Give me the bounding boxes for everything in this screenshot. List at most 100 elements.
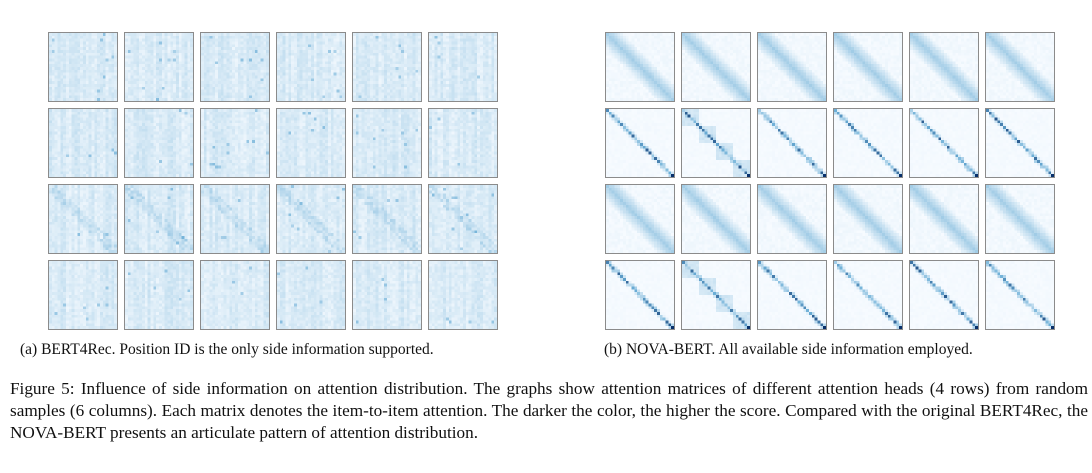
attention-heatmap <box>49 261 117 329</box>
attention-matrix <box>681 32 751 102</box>
subcaption-nova-bert: (b) NOVA-BERT. All available side inform… <box>604 341 973 358</box>
attention-matrix <box>681 184 751 254</box>
attention-heatmap <box>682 33 750 101</box>
attention-matrix <box>124 184 194 254</box>
attention-matrix <box>757 260 827 330</box>
attention-matrix <box>48 184 118 254</box>
attention-matrix <box>757 184 827 254</box>
attention-heatmap <box>201 261 269 329</box>
attention-matrix <box>352 184 422 254</box>
attention-grid-bert4rec <box>48 32 498 330</box>
attention-matrix <box>200 184 270 254</box>
attention-heatmap <box>429 109 497 177</box>
attention-heatmap <box>758 33 826 101</box>
attention-heatmap <box>353 185 421 253</box>
attention-matrix <box>833 32 903 102</box>
attention-heatmap <box>429 261 497 329</box>
attention-heatmap <box>606 261 674 329</box>
attention-heatmap <box>353 261 421 329</box>
attention-grid-nova-bert <box>605 32 1055 330</box>
attention-matrix <box>276 108 346 178</box>
attention-heatmap <box>277 261 345 329</box>
attention-matrix <box>681 108 751 178</box>
attention-matrix <box>276 184 346 254</box>
attention-heatmap <box>910 109 978 177</box>
attention-heatmap <box>910 33 978 101</box>
attention-matrix <box>605 32 675 102</box>
attention-heatmap <box>606 109 674 177</box>
attention-heatmap <box>201 185 269 253</box>
attention-matrix <box>605 108 675 178</box>
attention-matrix <box>909 108 979 178</box>
attention-matrix <box>833 108 903 178</box>
attention-matrix <box>352 32 422 102</box>
panel-bert4rec <box>48 32 498 330</box>
attention-matrix <box>48 32 118 102</box>
attention-heatmap <box>986 109 1054 177</box>
attention-matrix <box>985 108 1055 178</box>
attention-heatmap <box>986 261 1054 329</box>
attention-heatmap <box>49 109 117 177</box>
attention-matrix <box>428 184 498 254</box>
attention-matrix <box>605 260 675 330</box>
attention-heatmap <box>834 33 902 101</box>
attention-heatmap <box>834 261 902 329</box>
attention-matrix <box>276 32 346 102</box>
attention-matrix <box>428 108 498 178</box>
subcaption-bert4rec: (a) BERT4Rec. Position ID is the only si… <box>20 341 434 358</box>
attention-matrix <box>428 260 498 330</box>
attention-matrix <box>48 260 118 330</box>
attention-matrix <box>124 108 194 178</box>
attention-heatmap <box>277 33 345 101</box>
attention-matrix <box>757 32 827 102</box>
attention-matrix <box>124 32 194 102</box>
attention-heatmap <box>682 261 750 329</box>
attention-heatmap <box>125 185 193 253</box>
attention-heatmap <box>201 33 269 101</box>
attention-heatmap <box>834 185 902 253</box>
attention-matrix <box>352 108 422 178</box>
attention-heatmap <box>353 109 421 177</box>
attention-heatmap <box>910 261 978 329</box>
attention-heatmap <box>49 33 117 101</box>
attention-matrix <box>985 184 1055 254</box>
attention-matrix <box>124 260 194 330</box>
attention-heatmap <box>682 109 750 177</box>
attention-heatmap <box>910 185 978 253</box>
attention-heatmap <box>834 109 902 177</box>
attention-heatmap <box>125 33 193 101</box>
attention-matrix <box>833 260 903 330</box>
attention-matrix <box>985 32 1055 102</box>
attention-matrix <box>200 108 270 178</box>
attention-matrix <box>352 260 422 330</box>
attention-heatmap <box>277 109 345 177</box>
attention-matrix <box>909 184 979 254</box>
attention-heatmap <box>986 33 1054 101</box>
attention-matrix <box>428 32 498 102</box>
attention-matrix <box>833 184 903 254</box>
attention-heatmap <box>429 33 497 101</box>
attention-heatmap <box>606 185 674 253</box>
attention-heatmap <box>125 261 193 329</box>
attention-matrix <box>909 32 979 102</box>
attention-heatmap <box>125 109 193 177</box>
attention-matrix <box>985 260 1055 330</box>
attention-matrix <box>909 260 979 330</box>
attention-heatmap <box>986 185 1054 253</box>
attention-matrix <box>276 260 346 330</box>
figure-caption: Figure 5: Influence of side information … <box>10 379 1088 442</box>
attention-matrix <box>681 260 751 330</box>
attention-heatmap <box>49 185 117 253</box>
attention-matrix <box>757 108 827 178</box>
attention-heatmap <box>758 261 826 329</box>
panel-nova-bert <box>605 32 1055 330</box>
attention-heatmap <box>353 33 421 101</box>
attention-heatmap <box>606 33 674 101</box>
attention-matrix <box>200 260 270 330</box>
attention-matrix <box>200 32 270 102</box>
attention-heatmap <box>758 185 826 253</box>
attention-matrix <box>48 108 118 178</box>
attention-heatmap <box>201 109 269 177</box>
attention-heatmap <box>682 185 750 253</box>
attention-matrix <box>605 184 675 254</box>
